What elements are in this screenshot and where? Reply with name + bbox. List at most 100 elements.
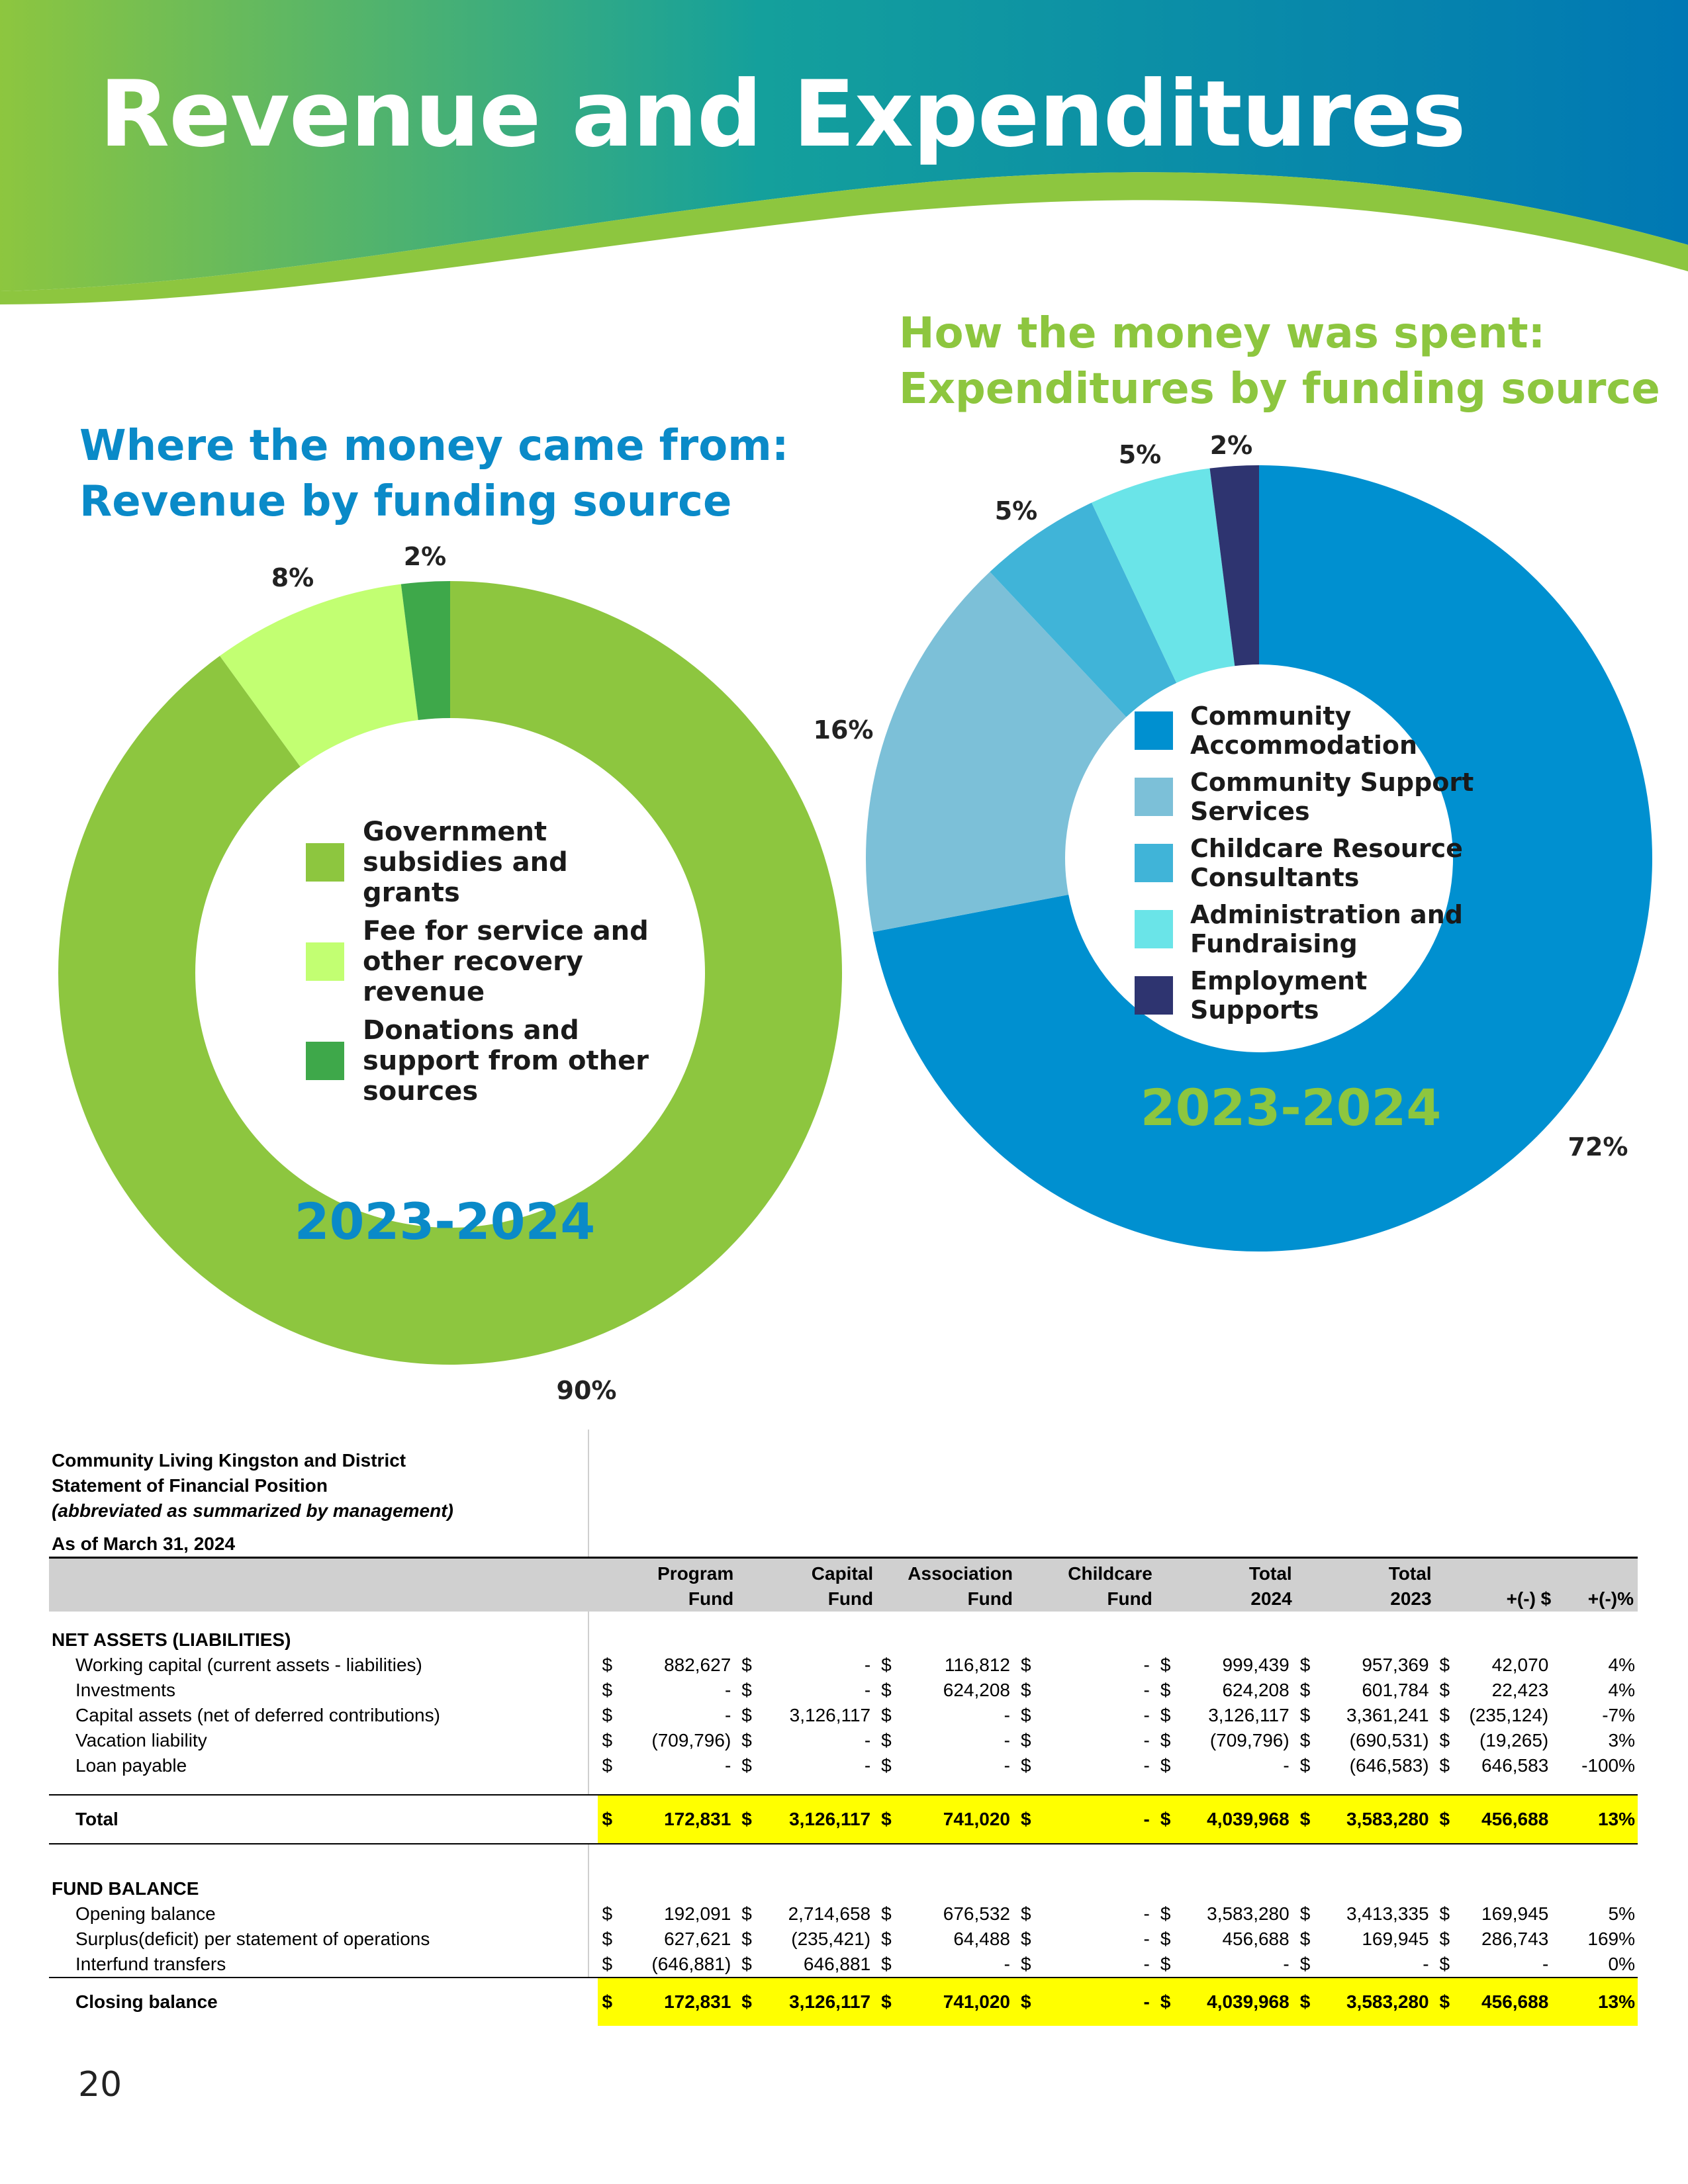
dollar-sign: $ [602,1755,613,1776]
slice-percent-label: 2% [1210,431,1253,460]
dollar-sign: $ [1160,1655,1171,1675]
dollar-sign: $ [741,1655,752,1675]
value-cell: 286,743 [1481,1929,1549,1949]
legend-label: Community Accommodation [1190,702,1418,760]
value-cell: 741,020 [897,1795,1017,1844]
value-cell: - [1143,1705,1150,1725]
expenditures-legend: Community Accommodation Community Suppor… [1135,702,1479,1032]
value-cell: - [724,1680,731,1700]
dollar-sign: $ [1021,1730,1031,1751]
value-cell: 192,091 [664,1903,731,1924]
value-cell: 3,583,280 [1315,1978,1436,2026]
value-cell: 456,688 [1222,1929,1289,1949]
percent-cell: 13% [1555,1978,1638,2026]
dollar-sign: $ [602,1705,613,1725]
dollar-sign: $ [598,1952,618,1978]
value-cell: - [1004,1755,1010,1776]
column-header: Total 2023 [1295,1557,1436,1612]
value-cell: 42,070 [1491,1655,1549,1675]
legend-swatch [306,1042,344,1080]
legend-swatch [1135,778,1173,816]
value-cell: 601,784 [1362,1680,1429,1700]
value-cell: 3,583,280 [1315,1795,1436,1844]
value-cell: 456,688 [1455,1795,1556,1844]
section-heading: FUND BALANCE [52,1878,199,1899]
dollar-sign: $ [598,1978,618,2026]
statement-note: (abbreviated as summarized by management… [52,1500,453,1521]
value-cell: - [1176,1952,1296,1978]
dollar-sign: $ [1021,1929,1031,1949]
dollar-sign: $ [881,1903,892,1924]
dollar-sign: $ [881,1680,892,1700]
total-row: Total $172,831 $3,126,117 $741,020 $ - $4,039,… [49,1795,1638,1844]
legend-swatch [1135,910,1173,948]
value-cell: - [1143,1755,1150,1776]
column-header: Program Fund [598,1557,738,1612]
dollar-sign: $ [1295,1795,1316,1844]
value-cell: - [1143,1680,1150,1700]
section-heading-row: FUND BALANCE [49,1876,1638,1901]
legend-label: Community Support Services [1190,768,1474,826]
dollar-sign: $ [1439,1680,1450,1700]
dollar-sign: $ [598,1795,618,1844]
dollar-sign: $ [1435,1978,1456,2026]
dollar-sign: $ [1156,1795,1176,1844]
dollar-sign: $ [602,1903,613,1924]
column-header: Association Fund [877,1557,1017,1612]
page-number: 20 [78,2065,122,2105]
dollar-sign: $ [602,1655,613,1675]
org-name: Community Living Kingston and District [52,1450,406,1471]
dollar-sign: $ [1017,1978,1037,2026]
value-cell: 999,439 [1222,1655,1289,1675]
table-divider [588,1430,589,2025]
dollar-sign: $ [1299,1903,1311,1924]
value-cell: 3,413,335 [1346,1903,1429,1924]
value-cell: - [1143,1655,1150,1675]
value-cell: 172,831 [618,1978,738,2026]
percent-cell: -7% [1602,1705,1635,1725]
donut-slice [990,502,1177,717]
dollar-sign: $ [741,1705,752,1725]
column-header: +(-)% [1555,1557,1638,1612]
value-cell: - [864,1655,871,1675]
dollar-sign: $ [1299,1929,1311,1949]
value-cell: - [1037,1952,1156,1978]
expenditures-title-line2: Expenditures by funding source [899,365,1660,414]
value-cell: - [724,1755,731,1776]
legend-label: Fee for service and other recovery reven… [363,916,649,1007]
value-cell: - [897,1952,1017,1978]
value-cell: (690,531) [1349,1730,1429,1751]
dollar-sign: $ [1017,1795,1037,1844]
value-cell: 646,881 [757,1952,878,1978]
dollar-sign: $ [1156,1978,1176,2026]
donut-slice [1209,465,1259,666]
slice-percent-label: 16% [814,715,874,745]
dollar-sign: $ [1299,1680,1311,1700]
legend-item: Community Accommodation [1135,702,1479,760]
spacer-row [49,1612,1638,1627]
percent-cell: 5% [1608,1903,1635,1924]
spacer-cell [49,1844,1638,1876]
dollar-sign: $ [602,1929,613,1949]
table-row: Opening balance $192,091 $2,714,658 $676,53… [49,1901,1638,1927]
column-header-line1: Total [1248,1563,1292,1584]
value-cell: 2,714,658 [788,1903,871,1924]
dollar-sign: $ [881,1929,892,1949]
column-header-line2: Fund [827,1588,874,1609]
spacer-cell [49,1778,1638,1795]
revenue-donut-chart: 90% 8% 2% 2023-2024 [58,542,842,1405]
header-wave-banner [0,0,1688,304]
dollar-sign: $ [1021,1755,1031,1776]
column-header-line1: Association [908,1563,1013,1584]
slice-percent-label: 90% [557,1376,617,1405]
dollar-sign: $ [1299,1655,1311,1675]
column-header-line2: 2024 [1250,1588,1292,1609]
table-row: Interfund transfers $ (646,881) $646,881 $ - $… [49,1952,1638,1978]
value-cell: - [1143,1730,1150,1751]
donut-slice [400,581,450,721]
value-cell: 627,621 [664,1929,731,1949]
dollar-sign: $ [741,1755,752,1776]
dollar-sign: $ [1017,1952,1037,1978]
value-cell: - [1315,1952,1436,1978]
dollar-sign: $ [881,1755,892,1776]
